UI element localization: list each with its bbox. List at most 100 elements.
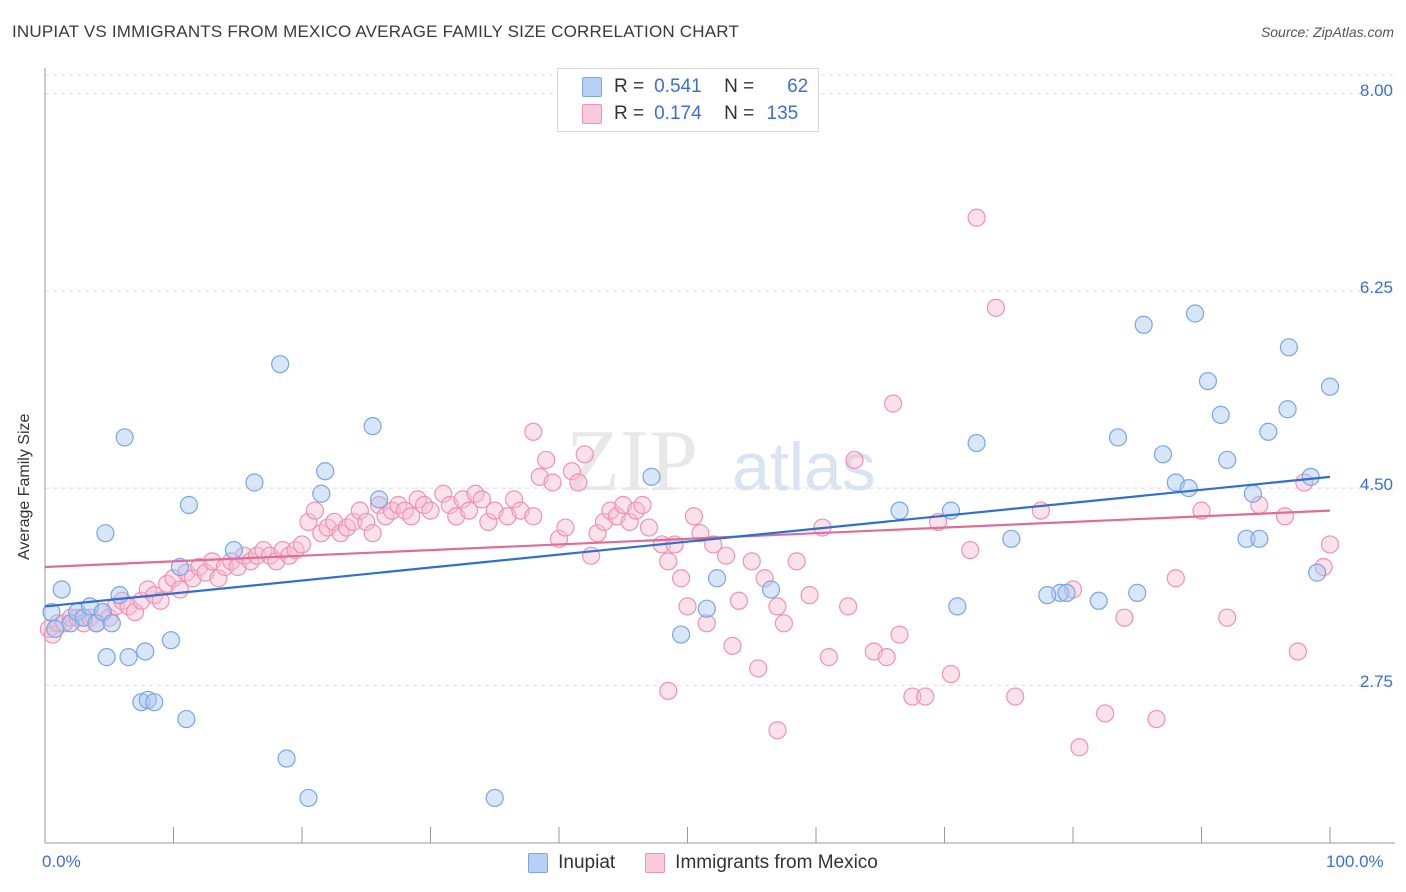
data-point bbox=[755, 569, 774, 588]
data-point bbox=[1166, 569, 1185, 588]
data-point bbox=[1259, 422, 1278, 441]
legend-n-label: N = bbox=[724, 76, 755, 97]
data-point bbox=[684, 507, 704, 526]
data-point bbox=[1057, 583, 1076, 602]
data-point bbox=[768, 721, 787, 740]
data-point bbox=[1288, 642, 1307, 661]
legend-row-mexico: R = 0.174 N = 135 bbox=[582, 101, 798, 127]
data-point bbox=[145, 693, 164, 712]
data-point bbox=[179, 495, 199, 515]
data-point bbox=[877, 648, 896, 667]
data-point bbox=[1128, 583, 1147, 602]
legend-r-value: 0.174 bbox=[654, 103, 702, 124]
data-point bbox=[716, 546, 736, 565]
chart-title: INUPIAT VS IMMIGRANTS FROM MEXICO AVERAG… bbox=[12, 22, 740, 41]
data-point bbox=[177, 709, 196, 729]
data-point bbox=[742, 552, 761, 571]
data-point bbox=[96, 524, 115, 543]
data-point bbox=[344, 512, 363, 532]
data-point bbox=[1218, 608, 1237, 627]
data-point bbox=[1243, 484, 1263, 503]
data-point bbox=[1179, 479, 1198, 498]
data-point bbox=[485, 788, 504, 808]
data-point bbox=[620, 512, 639, 532]
data-point bbox=[903, 687, 922, 706]
data-point bbox=[1279, 338, 1298, 357]
legend-swatch-blue bbox=[528, 853, 549, 873]
data-point bbox=[1096, 704, 1115, 723]
data-point bbox=[316, 462, 335, 481]
y-tick-label: 4.50 bbox=[1359, 475, 1393, 495]
legend-label-mexico: Immigrants from Mexico bbox=[675, 852, 878, 873]
data-point bbox=[697, 614, 716, 633]
data-point bbox=[42, 602, 61, 622]
data-point bbox=[271, 355, 290, 374]
data-point bbox=[1006, 687, 1025, 706]
data-point bbox=[524, 507, 543, 526]
data-point bbox=[659, 552, 678, 571]
data-point bbox=[115, 428, 134, 447]
data-point bbox=[941, 664, 961, 684]
data-point bbox=[839, 597, 858, 616]
trend-line-mexico bbox=[44, 509, 1331, 569]
legend-swatch-pink bbox=[645, 853, 666, 873]
data-point bbox=[761, 580, 781, 599]
data-point bbox=[633, 495, 652, 515]
data-point bbox=[948, 597, 967, 616]
legend-label-inupiat: Inupiat bbox=[558, 852, 616, 873]
data-point bbox=[459, 501, 479, 520]
data-point bbox=[136, 642, 155, 661]
data-point bbox=[729, 591, 749, 610]
data-point bbox=[277, 749, 296, 768]
data-point bbox=[1108, 428, 1128, 447]
legend-item-mexico[interactable]: Immigrants from Mexico bbox=[645, 852, 878, 874]
data-point bbox=[402, 507, 421, 526]
data-point bbox=[1134, 315, 1153, 334]
data-point bbox=[562, 462, 581, 481]
data-point bbox=[350, 501, 369, 520]
data-point bbox=[819, 648, 838, 667]
data-point bbox=[986, 298, 1006, 317]
data-point bbox=[305, 501, 324, 520]
data-point bbox=[421, 501, 440, 520]
watermark: ZIP atlas bbox=[566, 413, 876, 510]
x-tick-label-min: 0.0% bbox=[42, 852, 81, 871]
data-point bbox=[642, 467, 661, 486]
data-point bbox=[363, 417, 382, 436]
data-point bbox=[1320, 377, 1340, 396]
data-point bbox=[707, 569, 727, 588]
data-point bbox=[1089, 591, 1108, 610]
legend-item-inupiat[interactable]: Inupiat bbox=[528, 852, 615, 874]
legend-n-value: 135 bbox=[766, 103, 799, 124]
data-point bbox=[434, 484, 453, 503]
data-point bbox=[504, 490, 524, 509]
data-point bbox=[312, 484, 331, 503]
data-point bbox=[1185, 304, 1205, 323]
data-point bbox=[697, 599, 716, 618]
data-point bbox=[299, 512, 318, 532]
data-point bbox=[292, 535, 312, 554]
trend-lines bbox=[44, 475, 1331, 608]
legend-row-inupiat: R = 0.541 N = 62 bbox=[582, 74, 808, 100]
data-point bbox=[46, 619, 65, 639]
data-point bbox=[967, 208, 986, 227]
source-label: Source: ZipAtlas.com bbox=[1260, 24, 1394, 40]
data-point bbox=[543, 473, 562, 492]
legend-r-value: 0.541 bbox=[654, 76, 702, 97]
data-point bbox=[370, 490, 389, 509]
data-point bbox=[1211, 405, 1230, 424]
data-point bbox=[209, 569, 228, 588]
y-tick-label: 2.75 bbox=[1359, 672, 1393, 692]
data-point bbox=[768, 597, 787, 616]
legend-r-label: R = bbox=[614, 103, 645, 124]
data-point bbox=[890, 501, 909, 520]
series-immigrants-from-mexico bbox=[39, 208, 1340, 757]
data-point bbox=[671, 625, 691, 644]
data-point bbox=[961, 540, 980, 560]
data-point bbox=[1250, 529, 1269, 548]
data-point bbox=[87, 614, 106, 633]
data-point bbox=[110, 586, 129, 605]
data-point bbox=[119, 648, 138, 667]
watermark-atlas: atlas bbox=[732, 429, 876, 505]
